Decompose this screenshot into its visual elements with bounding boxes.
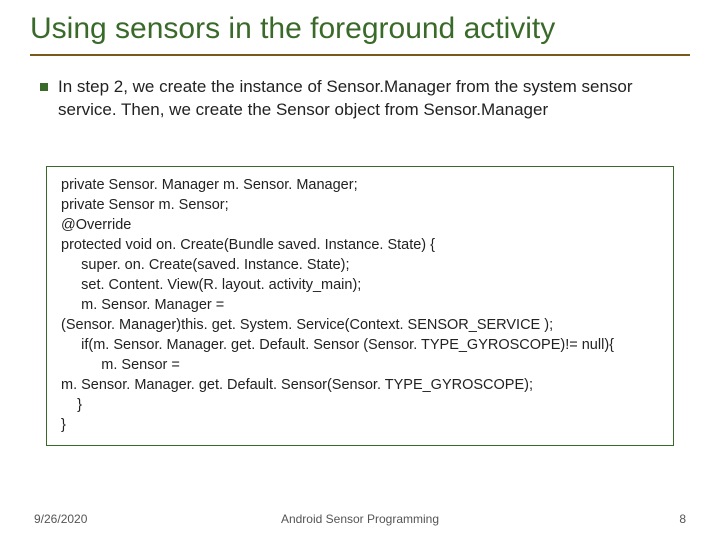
code-line: m. Sensor = <box>61 355 659 375</box>
code-line: super. on. Create(saved. Instance. State… <box>61 255 659 275</box>
bullet-marker <box>40 83 48 91</box>
code-line: } <box>61 395 659 415</box>
code-line: (Sensor. Manager)this. get. System. Serv… <box>61 315 659 335</box>
code-line: m. Sensor. Manager. get. Default. Sensor… <box>61 375 659 395</box>
code-line: @Override <box>61 215 659 235</box>
code-line: private Sensor m. Sensor; <box>61 195 659 215</box>
slide-title: Using sensors in the foreground activity <box>30 12 690 52</box>
footer-center: Android Sensor Programming <box>0 512 720 526</box>
title-underline <box>30 54 690 56</box>
code-line: private Sensor. Manager m. Sensor. Manag… <box>61 175 659 195</box>
code-line: protected void on. Create(Bundle saved. … <box>61 235 659 255</box>
code-line: set. Content. View(R. layout. activity_m… <box>61 275 659 295</box>
code-block: private Sensor. Manager m. Sensor. Manag… <box>46 166 674 446</box>
code-line: } <box>61 415 659 435</box>
code-line: if(m. Sensor. Manager. get. Default. Sen… <box>61 335 659 355</box>
footer-page: 8 <box>679 512 686 526</box>
code-line: m. Sensor. Manager = <box>61 295 659 315</box>
slide: Using sensors in the foreground activity… <box>0 0 720 540</box>
bullet-text: In step 2, we create the instance of Sen… <box>58 76 680 122</box>
